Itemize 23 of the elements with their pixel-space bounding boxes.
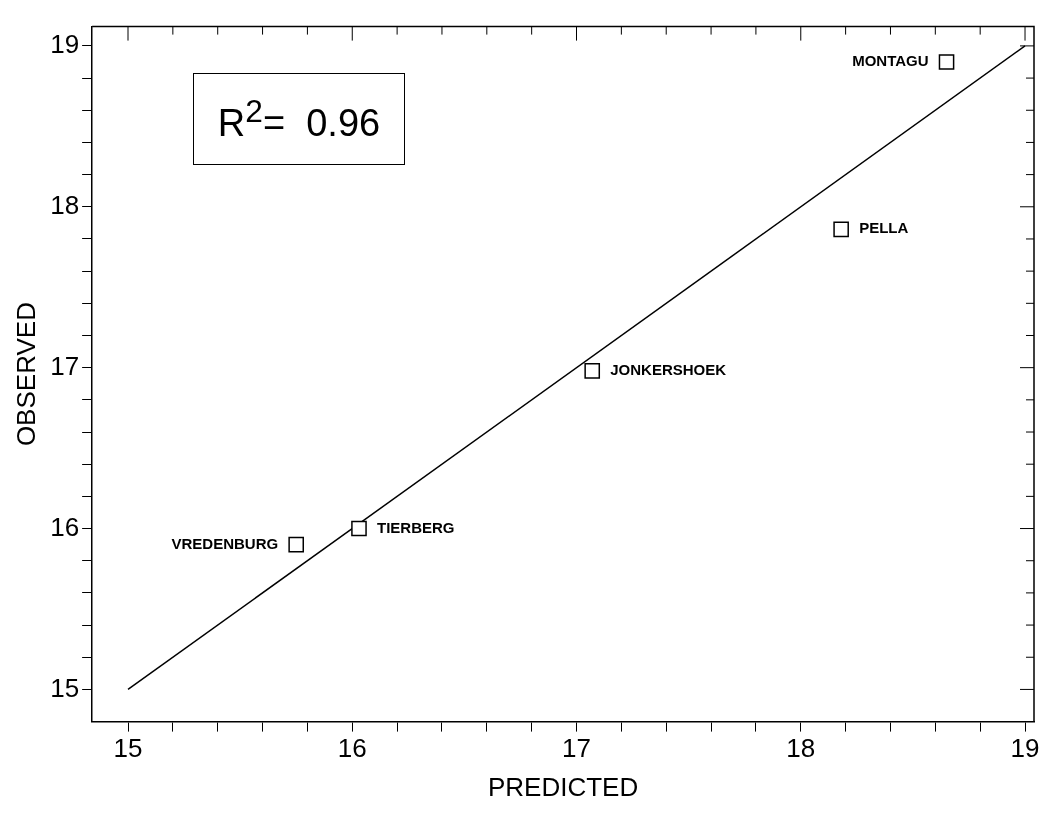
annotation: VREDENBURG [171,534,279,552]
point [833,221,849,238]
point [288,536,305,553]
annotation: JONKERSHOEK [610,361,727,379]
y-axis-title: OBSERVED [10,302,41,447]
point [938,54,955,70]
annotation: PELLA [859,219,909,237]
x-tick-label: 17 [562,733,591,764]
annotation: TIERBERG [376,518,455,536]
point [351,520,367,537]
x-tick-label: 15 [113,733,143,764]
annotation: R$^{2}$= 0.96 [217,93,381,145]
y-tick-label: 17 [50,350,80,381]
annotation: MONTAGU [852,52,929,70]
y-tick-label: 18 [50,189,80,220]
x-axis-title: PREDICTED [487,771,639,802]
x-tick-label: 19 [1010,733,1040,764]
y-tick-label: 15 [50,672,80,703]
x-tick-label: 16 [337,733,367,764]
y-tick-label: 19 [50,29,80,60]
x-tick-label: 18 [786,733,816,764]
y-tick-label: 16 [50,511,80,542]
point [584,363,601,379]
